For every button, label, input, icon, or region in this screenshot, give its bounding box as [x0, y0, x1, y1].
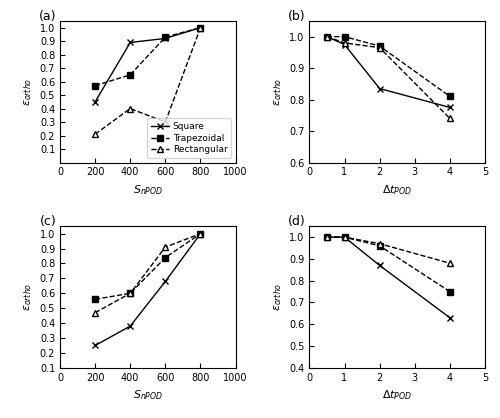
Y-axis label: $\varepsilon_{ortho}$: $\varepsilon_{ortho}$	[22, 77, 34, 106]
Square	[127, 40, 133, 45]
Line: Trapezoidal: Trapezoidal	[92, 25, 204, 89]
Rectangular	[198, 231, 203, 236]
Trapezoidal	[162, 35, 168, 40]
Text: (c): (c)	[40, 215, 56, 228]
Square	[324, 34, 330, 39]
Line: Square: Square	[92, 25, 204, 104]
Rectangular	[92, 132, 98, 137]
Line: Trapezoidal: Trapezoidal	[324, 34, 452, 99]
Line: Rectangular: Rectangular	[324, 234, 452, 266]
Trapezoidal	[198, 25, 203, 30]
Square	[162, 36, 168, 41]
Trapezoidal	[162, 255, 168, 260]
Square	[198, 25, 203, 30]
Rectangular	[376, 241, 382, 246]
Rectangular	[127, 291, 133, 296]
Trapezoidal	[92, 297, 98, 302]
Trapezoidal	[127, 72, 133, 77]
Square	[376, 86, 382, 91]
Rectangular	[447, 261, 453, 266]
X-axis label: $S_{nPOD}$: $S_{nPOD}$	[132, 388, 163, 402]
Line: Rectangular: Rectangular	[92, 231, 204, 316]
Rectangular	[342, 234, 347, 240]
Text: (a): (a)	[39, 10, 56, 23]
Rectangular	[376, 45, 382, 50]
Line: Rectangular: Rectangular	[324, 34, 452, 121]
Line: Square: Square	[92, 231, 204, 348]
Trapezoidal	[92, 83, 98, 88]
Square	[324, 234, 330, 240]
Line: Trapezoidal: Trapezoidal	[92, 231, 204, 302]
Square	[342, 234, 347, 240]
Square	[92, 99, 98, 104]
Trapezoidal	[342, 34, 347, 39]
Square	[342, 42, 347, 47]
Trapezoidal	[198, 231, 203, 236]
Square	[447, 315, 453, 320]
Square	[198, 231, 203, 236]
Text: (d): (d)	[288, 215, 306, 228]
Rectangular	[324, 34, 330, 39]
Trapezoidal	[127, 291, 133, 296]
X-axis label: $S_{nPOD}$: $S_{nPOD}$	[132, 183, 163, 197]
X-axis label: $\Delta t_{POD}$: $\Delta t_{POD}$	[382, 183, 412, 197]
Rectangular	[162, 120, 168, 125]
Rectangular	[127, 106, 133, 111]
Square	[127, 324, 133, 329]
Legend: Square, Trapezoidal, Rectangular: Square, Trapezoidal, Rectangular	[148, 118, 231, 158]
Rectangular	[162, 245, 168, 250]
Trapezoidal	[447, 289, 453, 294]
Square	[162, 279, 168, 284]
Square	[447, 105, 453, 110]
Y-axis label: $\varepsilon_{ortho}$: $\varepsilon_{ortho}$	[22, 283, 34, 311]
Square	[376, 263, 382, 268]
Square	[92, 343, 98, 348]
Line: Square: Square	[324, 234, 452, 321]
Trapezoidal	[324, 234, 330, 240]
Rectangular	[198, 25, 203, 30]
Line: Square: Square	[324, 34, 452, 110]
Rectangular	[447, 116, 453, 121]
Y-axis label: $\varepsilon_{ortho}$: $\varepsilon_{ortho}$	[272, 283, 283, 311]
Rectangular	[342, 41, 347, 46]
Line: Trapezoidal: Trapezoidal	[324, 234, 452, 294]
Trapezoidal	[376, 43, 382, 48]
Rectangular	[324, 234, 330, 240]
X-axis label: $\Delta t_{POD}$: $\Delta t_{POD}$	[382, 388, 412, 402]
Trapezoidal	[342, 234, 347, 240]
Trapezoidal	[447, 94, 453, 99]
Trapezoidal	[376, 243, 382, 248]
Text: (b): (b)	[288, 10, 306, 23]
Trapezoidal	[324, 34, 330, 39]
Line: Rectangular: Rectangular	[92, 25, 204, 137]
Y-axis label: $\varepsilon_{ortho}$: $\varepsilon_{ortho}$	[272, 77, 283, 106]
Rectangular	[92, 310, 98, 315]
